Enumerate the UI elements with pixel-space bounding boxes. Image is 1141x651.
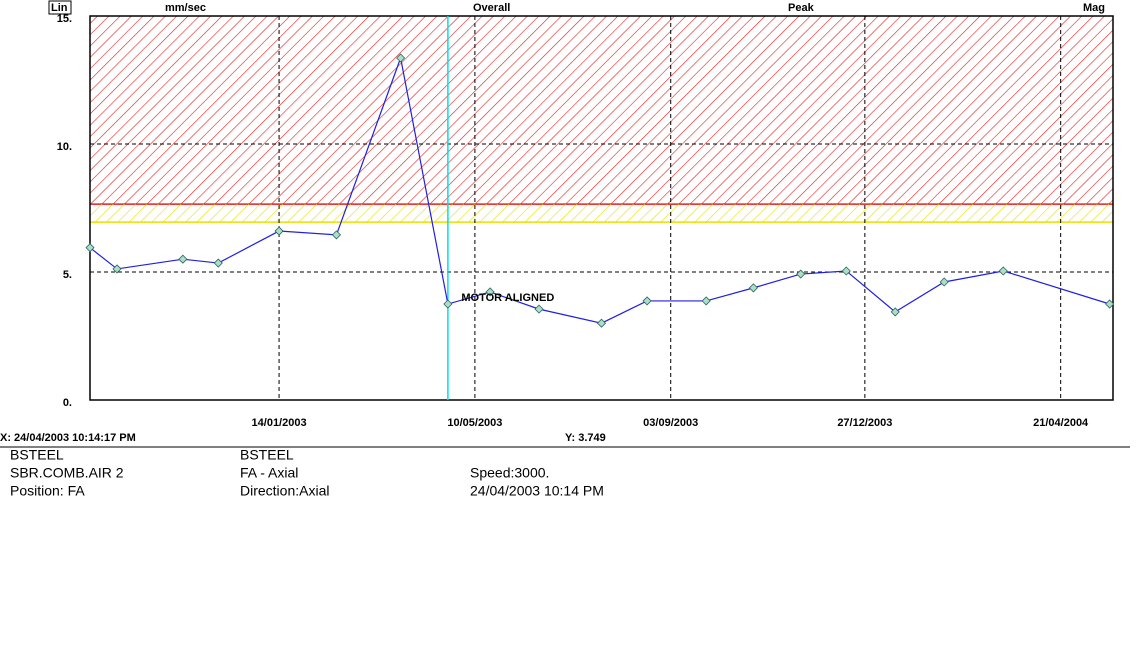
data-point bbox=[701, 296, 711, 306]
info-text: BSTEEL bbox=[240, 447, 294, 463]
info-text: FA - Axial bbox=[240, 465, 298, 481]
display-label: Mag bbox=[1083, 2, 1105, 14]
x-tick-label: 21/04/2004 bbox=[1033, 417, 1089, 429]
data-point bbox=[443, 299, 453, 309]
y-tick-label: 5. bbox=[63, 269, 72, 281]
data-point bbox=[1105, 299, 1115, 309]
data-point bbox=[642, 296, 652, 306]
data-point bbox=[596, 318, 607, 328]
scale-label: Lin bbox=[51, 2, 68, 14]
series-line bbox=[89, 55, 1110, 324]
y-tick-label: 0. bbox=[63, 397, 72, 409]
info-text: SBR.COMB.AIR 2 bbox=[10, 465, 124, 481]
alarm-zone bbox=[90, 16, 1113, 205]
data-point bbox=[939, 277, 949, 287]
info-text: Position: FA bbox=[10, 483, 85, 499]
data-point bbox=[841, 266, 851, 276]
data-point bbox=[85, 243, 95, 253]
info-text: BSTEEL bbox=[10, 447, 64, 463]
data-point bbox=[178, 254, 188, 264]
measure-label: Overall bbox=[473, 2, 510, 14]
data-point bbox=[485, 287, 495, 297]
x-tick-label: 03/09/2003 bbox=[643, 417, 698, 429]
plot-frame bbox=[89, 15, 1114, 401]
x-tick-label: 14/01/2003 bbox=[252, 417, 307, 429]
y-tick-label: 10. bbox=[57, 141, 72, 153]
cursor-y-readout: Y: 3.749 bbox=[565, 432, 606, 444]
data-point bbox=[748, 283, 758, 293]
info-text: 24/04/2003 10:14 PM bbox=[470, 483, 604, 499]
data-point bbox=[396, 53, 406, 63]
data-point bbox=[331, 230, 342, 240]
data-point bbox=[112, 264, 122, 274]
scale-box bbox=[48, 0, 72, 15]
data-point bbox=[534, 304, 544, 314]
detector-label: Peak bbox=[788, 2, 815, 14]
data-point bbox=[274, 226, 284, 236]
alarm-zone bbox=[90, 204, 1113, 223]
info-text: Direction:Axial bbox=[240, 483, 329, 499]
data-point bbox=[890, 307, 900, 317]
unit-label: mm/sec bbox=[165, 2, 206, 14]
info-text: Speed:3000. bbox=[470, 465, 549, 481]
y-tick-label: 15. bbox=[57, 13, 72, 25]
annotation: MOTOR ALIGNED bbox=[461, 292, 554, 304]
cursor-x-readout: X: 24/04/2003 10:14:17 PM bbox=[0, 432, 136, 444]
data-point bbox=[213, 258, 223, 268]
data-point bbox=[796, 269, 806, 279]
x-tick-label: 27/12/2003 bbox=[837, 417, 892, 429]
data-point bbox=[998, 266, 1008, 276]
x-tick-label: 10/05/2003 bbox=[447, 417, 502, 429]
